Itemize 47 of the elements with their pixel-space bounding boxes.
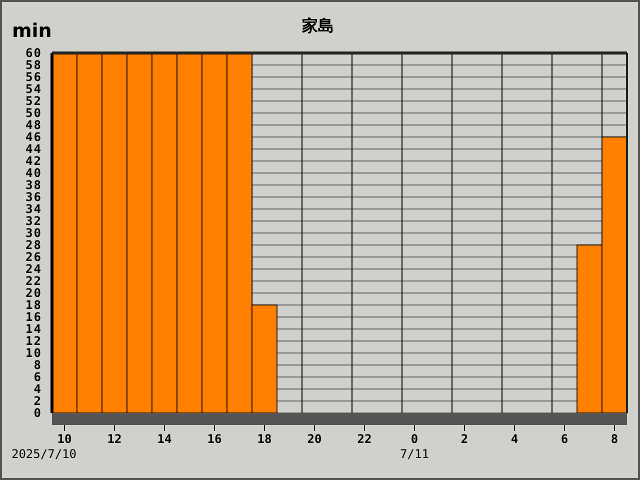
y-tick-label: 36 xyxy=(26,190,42,204)
y-axis-title: min xyxy=(12,20,52,42)
y-tick-label: 40 xyxy=(26,166,42,180)
x-tick-label: 6 xyxy=(560,432,568,446)
y-tick-label: 30 xyxy=(26,226,42,240)
y-tick-label: 54 xyxy=(26,82,42,96)
y-tick-label: 58 xyxy=(26,58,42,72)
y-tick-label: 48 xyxy=(26,118,42,132)
y-tick-label: 22 xyxy=(26,274,42,288)
x-tick-label: 16 xyxy=(207,432,222,446)
x-tick-label: 18 xyxy=(257,432,272,446)
y-tick-label: 12 xyxy=(26,334,42,348)
y-tick-label: 32 xyxy=(26,214,42,228)
y-tick-label: 20 xyxy=(26,286,42,300)
x-tick-label: 0 xyxy=(410,432,418,446)
x-tick-label: 14 xyxy=(157,432,172,446)
y-tick-label: 24 xyxy=(26,262,42,276)
y-tick-label: 4 xyxy=(34,382,42,396)
x-tick-label: 12 xyxy=(107,432,122,446)
y-tick-label: 16 xyxy=(26,310,42,324)
text: 2025/7/10 xyxy=(11,447,77,461)
y-tick-label: 38 xyxy=(26,178,42,192)
x-tick-label: 22 xyxy=(357,432,372,446)
x-tick-label: 4 xyxy=(510,432,518,446)
y-tick-label: 52 xyxy=(26,94,42,108)
text: 7/11 xyxy=(400,447,429,461)
y-tick-label: 18 xyxy=(26,298,42,312)
y-tick-label: 46 xyxy=(26,130,42,144)
y-tick-label: 26 xyxy=(26,250,42,264)
chart-title: 家島 xyxy=(301,16,334,35)
y-tick-label: 34 xyxy=(26,202,42,216)
y-tick-label: 60 xyxy=(26,46,42,60)
y-tick-label: 50 xyxy=(26,106,42,120)
y-tick-label: 2 xyxy=(34,394,42,408)
x-tick-label: 8 xyxy=(610,432,618,446)
x-tick-label: 20 xyxy=(307,432,322,446)
y-tick-label: 42 xyxy=(26,154,42,168)
y-tick-label: 6 xyxy=(34,370,42,384)
y-tick-label: 10 xyxy=(26,346,42,360)
y-tick-label: 0 xyxy=(34,406,42,420)
x-tick-label: 2 xyxy=(460,432,468,446)
y-tick-label: 8 xyxy=(34,358,42,372)
y-tick-label: 28 xyxy=(26,238,42,252)
y-tick-label: 44 xyxy=(26,142,42,156)
y-tick-label: 14 xyxy=(26,322,42,336)
y-tick-label: 56 xyxy=(26,70,42,84)
x-tick-label: 10 xyxy=(57,432,72,446)
